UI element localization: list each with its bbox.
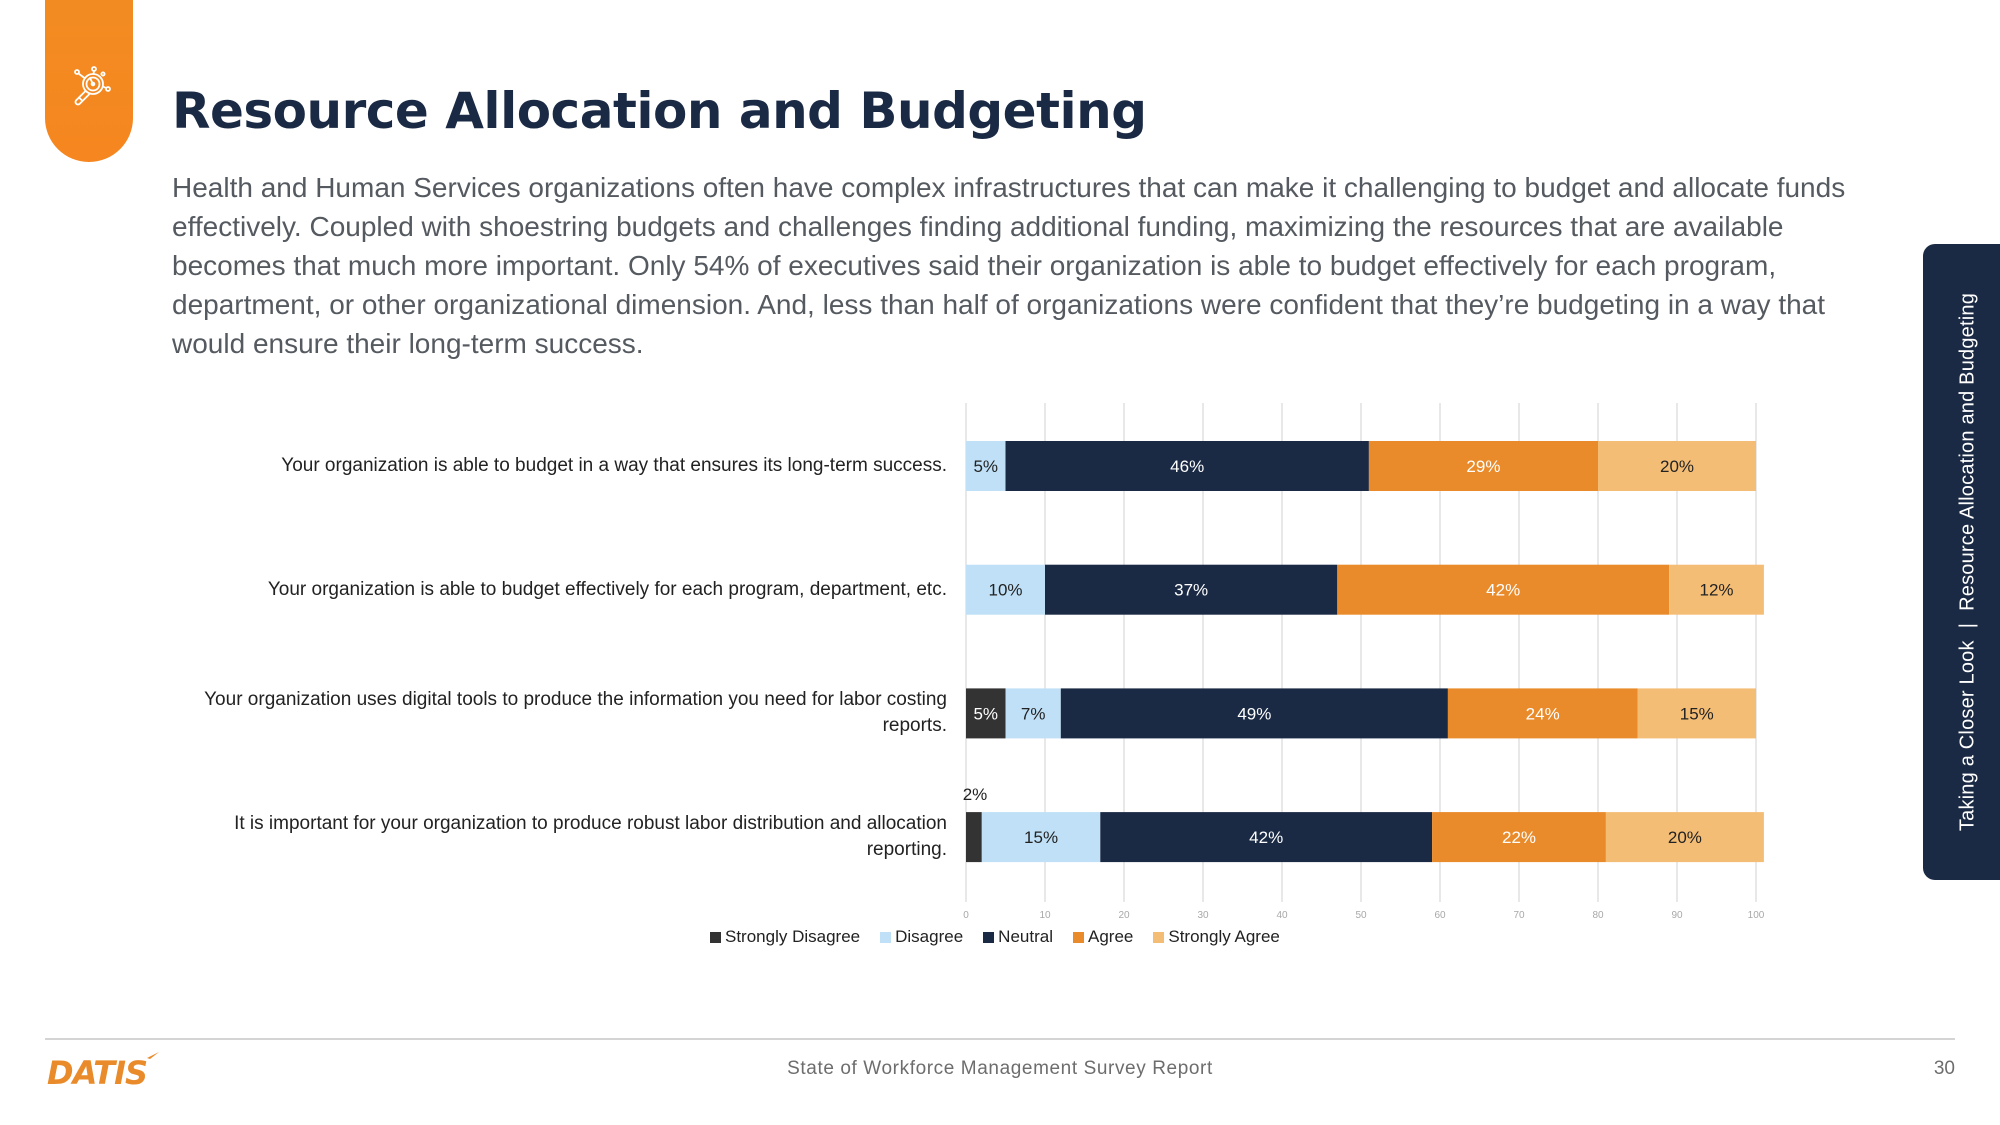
bar-segment-agree — [1447, 688, 1638, 739]
datis-logo-text: DATIS — [47, 1054, 147, 1090]
intro-paragraph: Health and Human Services organizations … — [172, 172, 1846, 359]
legend-label: Strongly Disagree — [725, 927, 861, 946]
x-tick-label: 100 — [1748, 910, 1765, 921]
x-tick-label: 70 — [1513, 910, 1525, 921]
bar-segment-disagree — [981, 812, 1101, 863]
data-label: 15% — [1680, 704, 1714, 723]
data-label: 5% — [973, 457, 998, 476]
bar-segment-agree — [1368, 441, 1598, 491]
x-tick-label: 50 — [1355, 910, 1367, 921]
x-tick-label: 90 — [1671, 910, 1683, 921]
magnifier-gauge-icon — [74, 66, 111, 106]
x-tick-label: 30 — [1197, 910, 1209, 921]
bar-segment-agree — [1432, 812, 1606, 863]
bar-segment-strongly-disagree — [966, 812, 982, 863]
category-label: Your organization is able to budget effe… — [267, 579, 947, 600]
bar-segment-disagree — [1005, 688, 1061, 739]
x-tick-label: 10 — [1039, 910, 1051, 921]
data-label: 24% — [1526, 704, 1560, 723]
stacked-bar-chart: 0 10 20 30 40 50 60 70 80 90 100 5% 46% 29% 20% 10% 37% 4… — [963, 403, 1765, 921]
bar-segment-neutral — [1005, 441, 1369, 491]
data-label: 20% — [1668, 828, 1702, 847]
legend-swatch — [710, 931, 721, 943]
section-tab — [45, 0, 133, 162]
chart-legend: Strongly Disagree Disagree Neutral Agree Str… — [710, 927, 1280, 947]
bar-segment-neutral — [1100, 812, 1433, 863]
footer-divider — [45, 1038, 1955, 1040]
data-label: 42% — [1249, 828, 1283, 847]
x-tick-label: 80 — [1592, 910, 1604, 921]
bar-segment-strongly-agree — [1598, 441, 1756, 491]
bar-segment-disagree — [966, 441, 1006, 491]
x-tick-label: 20 — [1118, 910, 1130, 921]
data-label: 37% — [1174, 581, 1208, 600]
x-tick-label: 40 — [1276, 910, 1288, 921]
data-label: 29% — [1466, 457, 1500, 476]
data-label: 46% — [1170, 457, 1204, 476]
legend-swatch — [1153, 931, 1165, 943]
data-label: 22% — [1502, 828, 1536, 847]
x-tick-label: 60 — [1434, 910, 1446, 921]
legend-swatch — [880, 931, 892, 943]
legend-swatch — [983, 931, 995, 943]
data-label: 10% — [988, 581, 1022, 600]
data-label: 2% — [963, 785, 988, 804]
datis-logo: DATIS — [47, 1052, 159, 1090]
bar-segment-agree — [1337, 564, 1670, 615]
data-label: 15% — [1024, 828, 1058, 847]
legend-label: Strongly Agree — [1168, 927, 1280, 946]
page-number: 30 — [1933, 1058, 1955, 1079]
data-label: 49% — [1237, 704, 1271, 723]
legend-label: Neutral — [998, 927, 1053, 946]
data-label: 7% — [1021, 704, 1046, 723]
data-label: 20% — [1660, 457, 1694, 476]
legend-swatch — [1072, 931, 1084, 943]
legend-item: Disagree — [880, 927, 963, 947]
category-label: Your organization is able to budget in a… — [281, 455, 947, 476]
bar-segment-strongly-agree — [1605, 812, 1764, 863]
logo-accent-mark — [147, 1052, 159, 1059]
legend-label: Agree — [1087, 927, 1134, 946]
bar-segment-disagree — [966, 564, 1045, 615]
data-label: 5% — [973, 704, 998, 723]
report-title: State of Workforce Management Survey Rep… — [787, 1058, 1213, 1079]
category-label: It is important for your organization to… — [234, 813, 947, 860]
bar-segment-strongly-agree — [1637, 688, 1756, 739]
data-label: 42% — [1486, 581, 1520, 600]
bar-segment-strongly-agree — [1669, 564, 1764, 615]
bar-segment-neutral — [1060, 688, 1448, 739]
page-title: Resource Allocation and Budgeting — [172, 82, 1147, 140]
category-label: Your organization uses digital tools to … — [204, 689, 947, 736]
bar-segment-neutral — [1045, 564, 1338, 615]
legend-item: Agree — [1072, 927, 1134, 947]
section-side-tab: Taking a Closer Look|Resource Allocation… — [1923, 244, 2000, 880]
legend-item: Strongly Disagree — [710, 927, 860, 947]
legend-item: Neutral — [983, 927, 1053, 947]
bar-segment-strongly-disagree — [966, 688, 1006, 739]
x-tick-label: 0 — [963, 910, 969, 921]
legend-item: Strongly Agree — [1153, 927, 1280, 947]
legend-label: Disagree — [895, 927, 964, 946]
data-label: 12% — [1699, 581, 1733, 600]
